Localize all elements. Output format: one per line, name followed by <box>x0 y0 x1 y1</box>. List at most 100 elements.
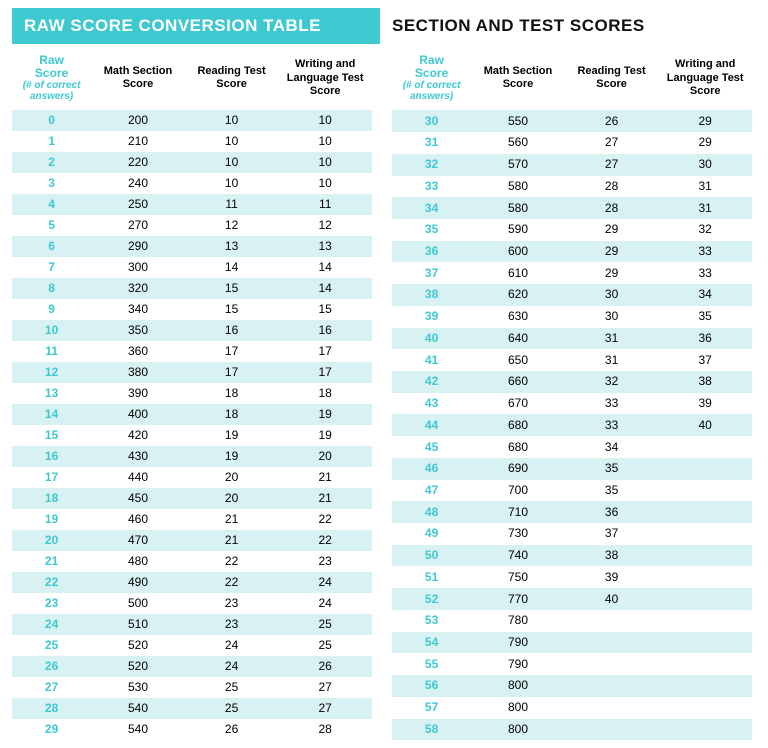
table-row: 174402021 <box>12 467 372 488</box>
cell-math: 480 <box>91 551 185 572</box>
cell-reading <box>565 675 659 697</box>
header-raw-score: Raw Score (# of correct answers) <box>12 50 91 110</box>
cell-reading: 15 <box>185 278 279 299</box>
cell-math: 640 <box>471 328 565 350</box>
cell-writing: 10 <box>278 131 372 152</box>
cell-reading: 14 <box>185 257 279 278</box>
cell-raw-score: 10 <box>12 320 91 341</box>
cell-math: 400 <box>91 404 185 425</box>
table-row: 265202426 <box>12 656 372 677</box>
table-row: 184502021 <box>12 488 372 509</box>
cell-raw-score: 7 <box>12 257 91 278</box>
cell-reading: 27 <box>565 154 659 176</box>
cell-raw-score: 14 <box>12 404 91 425</box>
cell-writing: 37 <box>658 349 752 371</box>
cell-writing <box>658 675 752 697</box>
cell-reading: 18 <box>185 383 279 404</box>
cell-math: 420 <box>91 425 185 446</box>
table-row: 376102933 <box>392 262 752 284</box>
cell-raw-score: 3 <box>12 173 91 194</box>
cell-raw-score: 47 <box>392 480 471 502</box>
table-row: 123801717 <box>12 362 372 383</box>
cell-reading: 40 <box>565 588 659 610</box>
cell-math: 300 <box>91 257 185 278</box>
table-row: 255202425 <box>12 635 372 656</box>
header-writing: Writing and Language Test Score <box>278 50 372 110</box>
cell-reading: 22 <box>185 551 279 572</box>
cell-raw-score: 58 <box>392 719 471 741</box>
cell-reading: 21 <box>185 530 279 551</box>
cell-raw-score: 42 <box>392 371 471 393</box>
cell-writing: 27 <box>278 677 372 698</box>
table-row: 5175039 <box>392 566 752 588</box>
cell-writing <box>658 610 752 632</box>
cell-writing: 27 <box>278 698 372 719</box>
cell-writing: 19 <box>278 425 372 446</box>
cell-math: 240 <box>91 173 185 194</box>
cell-writing <box>658 697 752 719</box>
cell-writing: 28 <box>278 719 372 740</box>
table-row: 93401515 <box>12 299 372 320</box>
cell-reading: 26 <box>565 110 659 132</box>
cell-reading: 29 <box>565 219 659 241</box>
cell-writing: 29 <box>658 110 752 132</box>
cell-writing: 12 <box>278 215 372 236</box>
cell-reading: 26 <box>185 719 279 740</box>
cell-writing: 25 <box>278 614 372 635</box>
cell-reading: 35 <box>565 458 659 480</box>
cell-reading <box>565 653 659 675</box>
table-row: 366002933 <box>392 241 752 263</box>
cell-math: 800 <box>471 697 565 719</box>
cell-math: 510 <box>91 614 185 635</box>
cell-reading: 17 <box>185 362 279 383</box>
cell-math: 360 <box>91 341 185 362</box>
cell-raw-score: 9 <box>12 299 91 320</box>
cell-math: 210 <box>91 131 185 152</box>
table-row: 245102325 <box>12 614 372 635</box>
header-row: Raw Score (# of correct answers) Math Se… <box>12 50 372 110</box>
table-row: 214802223 <box>12 551 372 572</box>
table-row: 355902932 <box>392 219 752 241</box>
cell-raw-score: 17 <box>12 467 91 488</box>
cell-raw-score: 36 <box>392 241 471 263</box>
table-row: 57800 <box>392 697 752 719</box>
cell-writing: 10 <box>278 110 372 131</box>
cell-reading: 36 <box>565 501 659 523</box>
cell-math: 540 <box>91 698 185 719</box>
cell-math: 380 <box>91 362 185 383</box>
cell-raw-score: 55 <box>392 653 471 675</box>
table-row: 194602122 <box>12 509 372 530</box>
cell-writing: 31 <box>658 197 752 219</box>
table-row: 5074038 <box>392 545 752 567</box>
cell-raw-score: 28 <box>12 698 91 719</box>
cell-math: 250 <box>91 194 185 215</box>
cell-raw-score: 53 <box>392 610 471 632</box>
table-row: 55790 <box>392 653 752 675</box>
cell-math: 290 <box>91 236 185 257</box>
cell-math: 460 <box>91 509 185 530</box>
table-row: 154201919 <box>12 425 372 446</box>
cell-math: 620 <box>471 284 565 306</box>
cell-reading: 25 <box>185 698 279 719</box>
cell-writing: 30 <box>658 154 752 176</box>
cell-math: 740 <box>471 545 565 567</box>
table-row: 285402527 <box>12 698 372 719</box>
cell-math: 340 <box>91 299 185 320</box>
cell-raw-score: 52 <box>392 588 471 610</box>
header-math: Math Section Score <box>471 50 565 110</box>
cell-writing: 24 <box>278 593 372 614</box>
cell-writing: 29 <box>658 132 752 154</box>
cell-writing: 15 <box>278 299 372 320</box>
table-row: 4770035 <box>392 480 752 502</box>
cell-reading: 19 <box>185 446 279 467</box>
table-row: 12101010 <box>12 131 372 152</box>
table-row: 133901818 <box>12 383 372 404</box>
table-row: 295402628 <box>12 719 372 740</box>
header-writing: Writing and Language Test Score <box>658 50 752 110</box>
cell-math: 670 <box>471 393 565 415</box>
cell-reading: 30 <box>565 284 659 306</box>
cell-writing <box>658 632 752 654</box>
cell-math: 790 <box>471 632 565 654</box>
cell-writing: 21 <box>278 488 372 509</box>
table-row: 58800 <box>392 719 752 741</box>
